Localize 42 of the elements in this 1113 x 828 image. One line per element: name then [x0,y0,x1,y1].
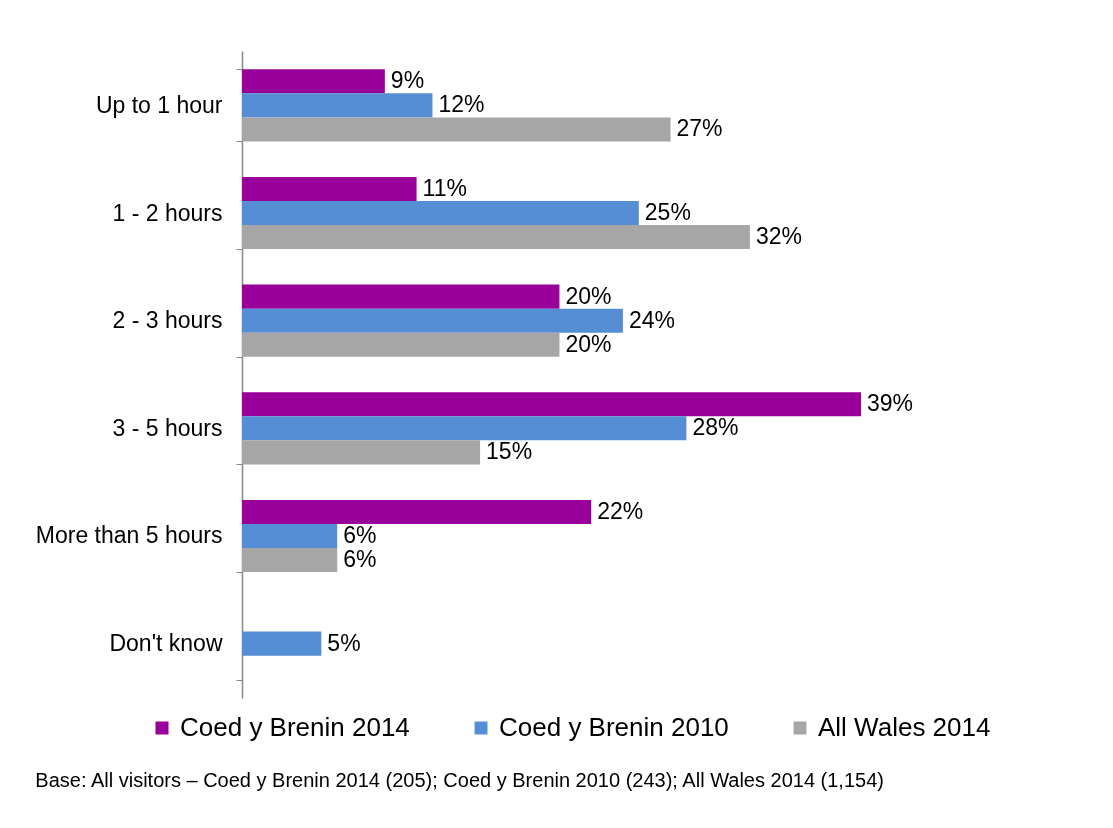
data-label: 22% [597,497,644,524]
data-label: 11% [422,174,467,201]
data-label: 9% [390,67,425,94]
bar [242,176,417,201]
bar [242,284,560,309]
data-label: 27% [676,115,723,142]
text: Base: All visitors – Coed y Brenin 2014 (205); Coed y Brenin 2010 (243); All Wales 2014 (1,154) [35,769,884,791]
y-tick-label: Don't know [109,630,223,657]
data-label: 15% [486,438,533,465]
bar [242,69,385,94]
bar [242,523,338,548]
bar [242,548,338,573]
bar [242,225,750,250]
data-label: 32% [755,223,802,250]
data-label: 24% [628,306,675,333]
data-label: 28% [692,414,739,441]
legend-label: Coed y Brenin 2014 [180,712,410,742]
y-tick-label: More than 5 hours [35,522,223,549]
bar [242,392,861,417]
bar [242,93,433,118]
bar [242,201,639,226]
legend-label: Coed y Brenin 2010 [499,712,729,742]
y-tick-label: 1 - 2 hours [112,199,223,226]
y-tick-label: Up to 1 hour [95,91,223,118]
bar [242,631,322,656]
bar [242,499,592,524]
data-label: 6% [343,521,377,548]
bar [242,416,687,441]
data-label: 39% [867,390,914,417]
data-label: 20% [565,330,612,357]
bar [242,332,560,357]
y-tick-label: 2 - 3 hours [112,307,223,334]
data-label: 5% [327,629,361,656]
legend-label: All Wales 2014 [818,712,991,742]
bar [242,308,623,333]
y-tick-label: 3 - 5 hours [112,414,223,441]
data-label: 25% [644,199,691,226]
bar [242,117,671,142]
data-label: 12% [438,91,485,118]
data-label: 20% [565,282,612,309]
data-label: 6% [343,546,377,573]
bar [242,440,481,465]
